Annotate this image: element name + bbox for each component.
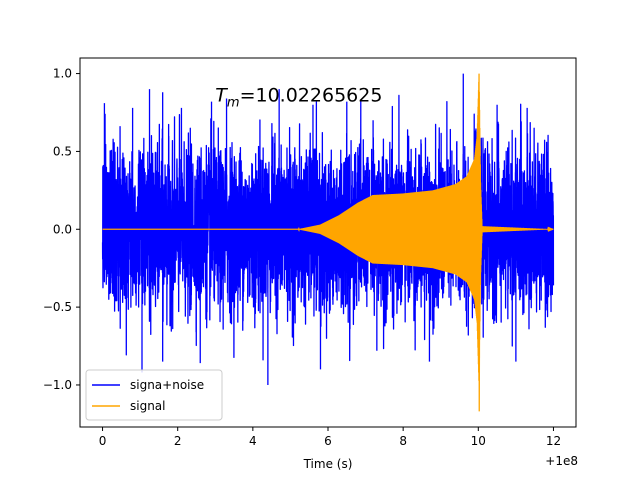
x-tick-label: 12 <box>546 434 561 448</box>
series-line-signal <box>102 73 554 412</box>
x-tick-label: 8 <box>399 434 407 448</box>
x-axis-offset-label: +1e8 <box>545 454 578 468</box>
y-tick-label: 0.0 <box>53 222 72 236</box>
x-axis: 0 2 4 6 8 10 12 <box>99 427 561 448</box>
y-tick-label: −0.5 <box>43 300 72 314</box>
series-layer <box>101 73 555 412</box>
annotation-subscript: m <box>227 96 240 111</box>
x-tick-label: 2 <box>174 434 182 448</box>
x-tick-label: 4 <box>249 434 257 448</box>
legend-box <box>85 369 223 421</box>
legend: signa+noise signal <box>85 369 223 421</box>
x-axis-title: Time (s) <box>303 457 353 471</box>
x-tick-label: 6 <box>324 434 332 448</box>
annotation-value: =10.02265625 <box>240 85 383 107</box>
x-tick-label: 0 <box>99 434 107 448</box>
peak-time-annotation: Tm=10.02265625 <box>215 85 382 111</box>
y-tick-label: 0.5 <box>53 144 72 158</box>
annotation-symbol: T <box>215 85 228 107</box>
x-tick-label: 10 <box>471 434 486 448</box>
y-tick-label: −1.0 <box>43 378 72 392</box>
y-tick-label: 1.0 <box>53 67 72 81</box>
legend-label-signal-noise: signa+noise <box>130 378 204 392</box>
series-line-signal-noise <box>101 73 555 385</box>
legend-label-signal: signal <box>130 399 166 413</box>
y-axis: −1.0 −0.5 0.0 0.5 1.0 <box>43 67 80 392</box>
